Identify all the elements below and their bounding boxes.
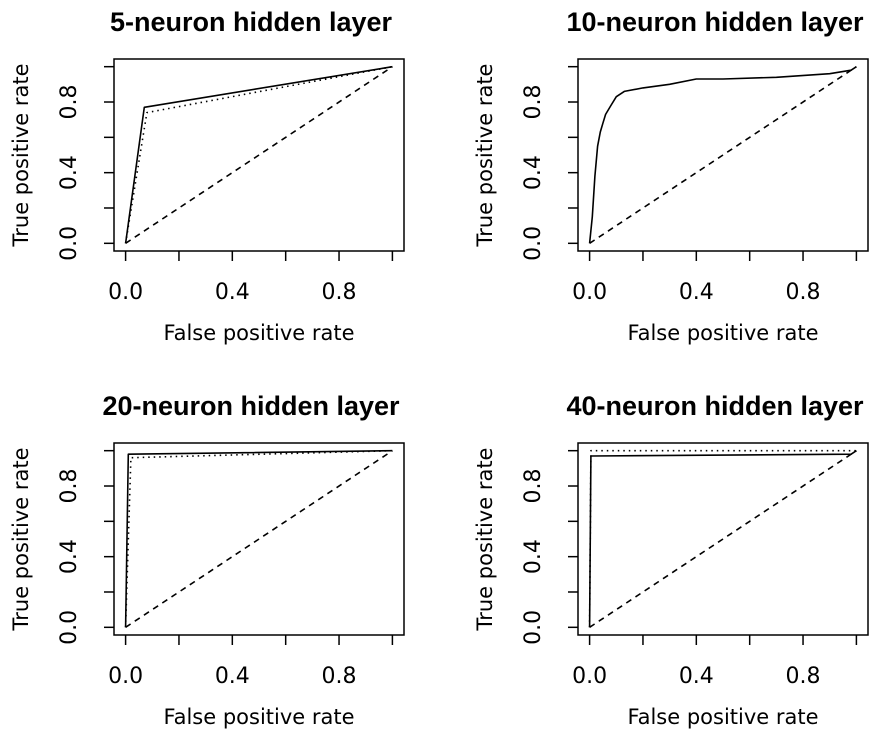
panel-40-neuron: 40-neuron hidden layer False positive ra… bbox=[473, 391, 869, 729]
y-tick-label: 0.4 bbox=[57, 539, 82, 574]
y-tick-label: 0.8 bbox=[521, 469, 546, 504]
y-tick-label: 0.8 bbox=[521, 85, 546, 120]
panel-title: 5-neuron hidden layer bbox=[110, 7, 393, 37]
y-axis-title: True positive rate bbox=[9, 64, 33, 248]
x-tick-label: 0.4 bbox=[679, 280, 714, 305]
y-tick-label: 0.4 bbox=[521, 155, 546, 190]
y-tick-label: 0.0 bbox=[57, 226, 82, 261]
chance-diagonal-line bbox=[589, 450, 857, 628]
x-tick-label: 0.8 bbox=[786, 280, 821, 305]
x-axis-title: False positive rate bbox=[163, 705, 354, 729]
chance-diagonal-line bbox=[125, 450, 393, 628]
panel-title: 10-neuron hidden layer bbox=[566, 7, 864, 37]
plot-frame bbox=[577, 58, 869, 252]
y-axis-title: True positive rate bbox=[473, 64, 497, 248]
x-tick-label: 0.0 bbox=[108, 280, 143, 305]
x-axis-title: False positive rate bbox=[163, 321, 354, 345]
y-tick-label: 0.0 bbox=[521, 226, 546, 261]
y-axis-title: True positive rate bbox=[473, 448, 497, 632]
x-tick-label: 0.8 bbox=[322, 664, 357, 689]
panel-10-neuron: 10-neuron hidden layer False positive ra… bbox=[473, 7, 869, 345]
y-tick-label: 0.4 bbox=[521, 539, 546, 574]
chance-diagonal-line bbox=[589, 66, 857, 244]
y-tick-label: 0.8 bbox=[57, 85, 82, 120]
roc-curve-dotted bbox=[588, 449, 857, 628]
panel-title: 40-neuron hidden layer bbox=[566, 391, 864, 421]
x-tick-label: 0.8 bbox=[786, 664, 821, 689]
y-tick-label: 0.4 bbox=[57, 155, 82, 190]
panel-20-neuron: 20-neuron hidden layer False positive ra… bbox=[9, 391, 405, 729]
plot-frame bbox=[113, 442, 405, 636]
x-axis-title: False positive rate bbox=[627, 705, 818, 729]
x-tick-label: 0.8 bbox=[322, 280, 357, 305]
panel-5-neuron: 5-neuron hidden layer False positive rat… bbox=[9, 7, 405, 345]
x-tick-label: 0.0 bbox=[572, 664, 607, 689]
plot-frame bbox=[113, 58, 405, 252]
y-tick-label: 0.8 bbox=[57, 469, 82, 504]
panel-title: 20-neuron hidden layer bbox=[102, 391, 400, 421]
x-tick-label: 0.4 bbox=[679, 664, 714, 689]
plot-frame bbox=[577, 442, 869, 636]
x-axis-title: False positive rate bbox=[627, 321, 818, 345]
y-tick-label: 0.0 bbox=[521, 610, 546, 645]
x-tick-label: 0.0 bbox=[572, 280, 607, 305]
y-tick-label: 0.0 bbox=[57, 610, 82, 645]
roc-curve-dotted bbox=[124, 65, 393, 244]
x-tick-label: 0.0 bbox=[108, 664, 143, 689]
roc-curve-solid bbox=[588, 66, 857, 244]
roc-curve-solid bbox=[588, 450, 857, 628]
y-axis-title: True positive rate bbox=[9, 448, 33, 632]
x-tick-label: 0.4 bbox=[215, 280, 250, 305]
roc-curve-solid bbox=[124, 449, 393, 628]
roc-curve-solid bbox=[124, 65, 393, 244]
x-tick-label: 0.4 bbox=[215, 664, 250, 689]
chance-diagonal-line bbox=[125, 66, 393, 244]
